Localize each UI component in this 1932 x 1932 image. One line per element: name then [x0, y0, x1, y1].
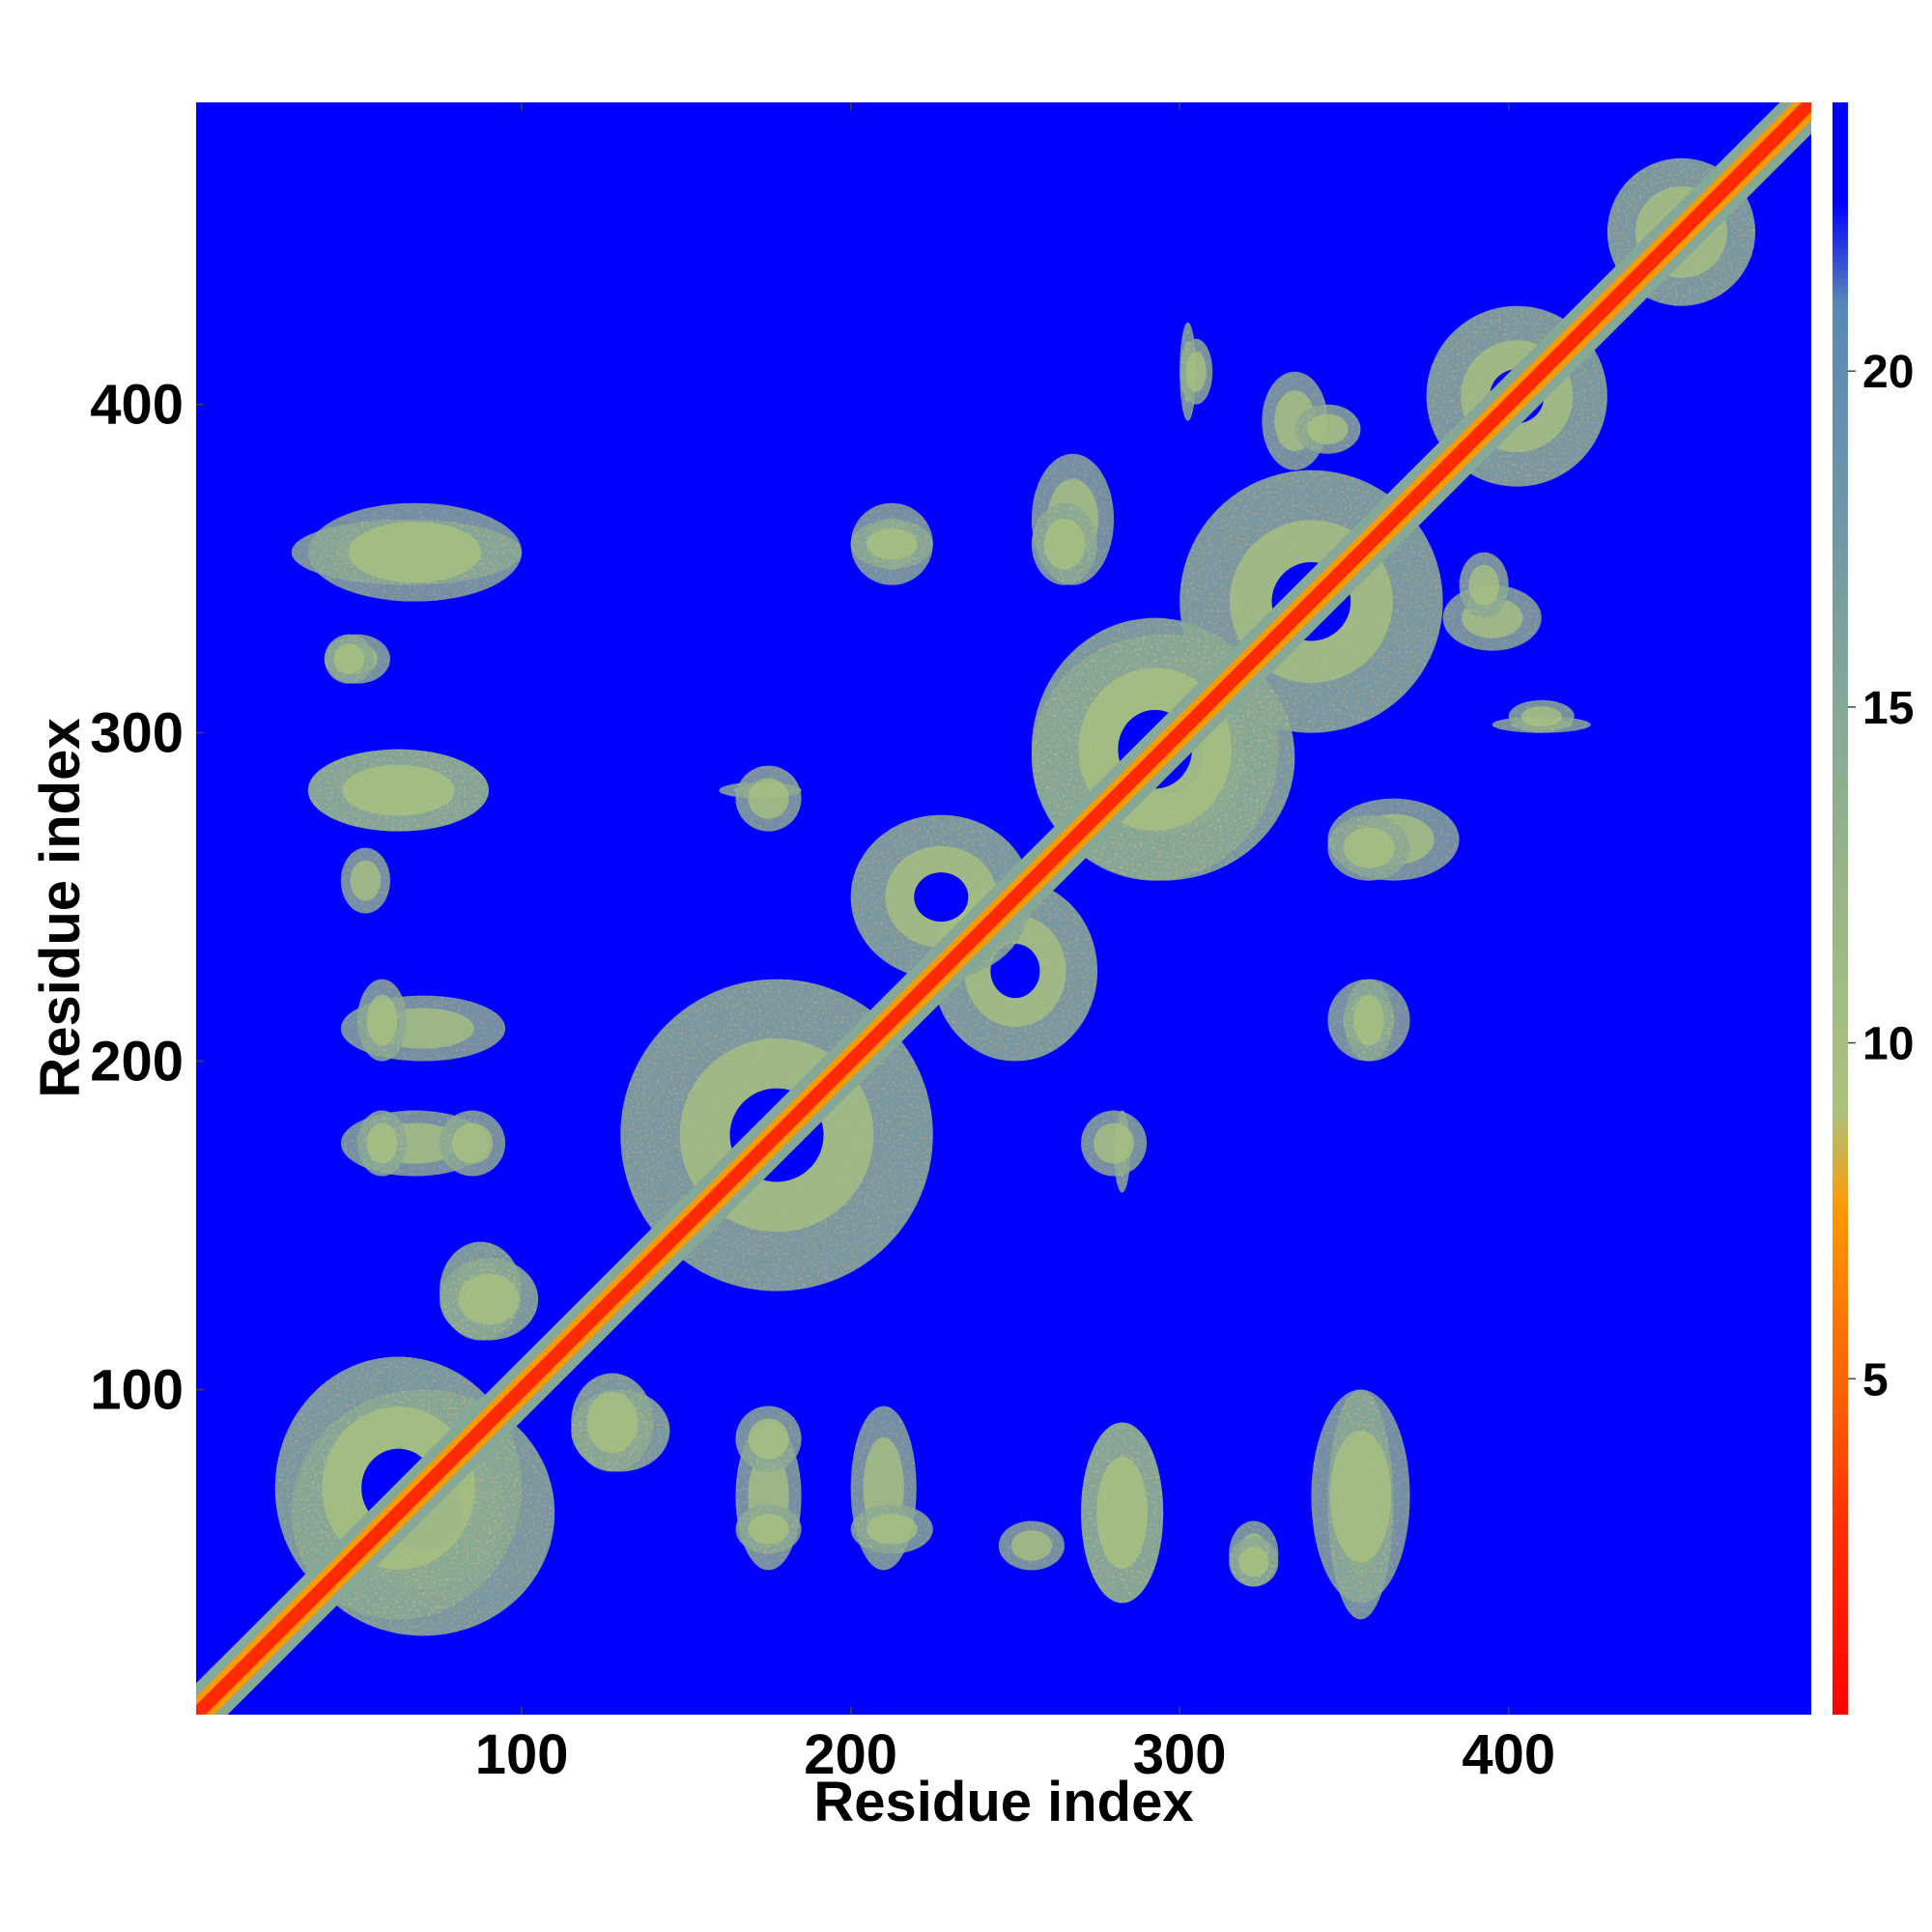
colorbar-tick-label: 20: [1862, 347, 1914, 398]
colorbar-tick-label: 15: [1862, 683, 1914, 734]
contact-region-2-b: [439, 1258, 539, 1341]
contact-region-20-a: [1311, 1389, 1410, 1604]
y-axis-ticks: 100 200 300 400: [90, 374, 204, 1421]
contact-region-25-a: [1179, 338, 1213, 405]
region-core: [1329, 1430, 1392, 1563]
y-axis-label: Residue index: [29, 718, 92, 1097]
region-core: [748, 1418, 789, 1460]
y-tick-label: 300: [90, 702, 184, 765]
region-core: [1185, 351, 1207, 392]
region-core: [1043, 518, 1086, 570]
region-hole: [914, 872, 969, 923]
y-tick-label: 400: [90, 374, 184, 437]
region-core: [366, 994, 398, 1046]
colorbar: [1833, 102, 1848, 1715]
region-core: [1520, 706, 1562, 727]
region-core: [1307, 413, 1349, 445]
region-core: [1093, 1122, 1135, 1164]
contact-region-2-a: [571, 1373, 654, 1472]
contact-region-30-a: [1081, 1110, 1148, 1177]
contact-region-17-b: [356, 979, 407, 1062]
x-axis-label: Residue index: [813, 1771, 1193, 1833]
region-core: [1010, 1530, 1053, 1561]
contact-region-27-a: [850, 519, 933, 569]
region-core: [366, 1122, 398, 1164]
region-core: [866, 1514, 918, 1545]
region-core: [748, 1514, 789, 1545]
contact-region-20-b: [307, 502, 523, 602]
region-core: [586, 1391, 639, 1454]
x-tick-label: 200: [804, 1723, 897, 1786]
region-core: [350, 860, 382, 901]
y-tick-label: 200: [90, 1031, 184, 1094]
x-tick-label: 400: [1462, 1723, 1555, 1786]
region-core: [458, 1273, 520, 1325]
contact-region-30-b: [735, 765, 802, 832]
colorbar-tick-label: 5: [1862, 1354, 1889, 1406]
contact-region-12-a: [340, 847, 390, 914]
colorbar-ticks: 5 10 15 20: [1848, 347, 1914, 1406]
contact-region-16-a: [735, 1504, 802, 1554]
region-core: [1096, 1456, 1148, 1569]
region-core: [342, 764, 455, 816]
contact-region-26-b: [1459, 552, 1509, 618]
contact-region-25-b: [1508, 699, 1575, 733]
contact-region-19-b: [324, 634, 374, 684]
diagonal-core: [196, 102, 1811, 1715]
x-tick-label: 300: [1133, 1723, 1227, 1786]
contact-region-16-b: [356, 1110, 407, 1177]
contact-region-15-b: [439, 1110, 506, 1177]
region-core: [1343, 827, 1395, 868]
contact-region-12-b: [998, 1520, 1065, 1571]
contact-region-19-a: [1229, 1537, 1279, 1587]
contact-region-15-a: [735, 1406, 802, 1472]
region-core: [333, 643, 365, 674]
contact-region-17-a: [850, 1504, 933, 1554]
contact-region-18-b: [307, 749, 490, 832]
colorbar-tick-label: 10: [1862, 1019, 1914, 1070]
x-tick-label: 100: [475, 1723, 569, 1786]
region-core: [1237, 1547, 1269, 1577]
x-axis-ticks: 100 200 300 400: [475, 102, 1555, 1786]
contact-region-28-a: [1031, 502, 1098, 585]
region-hole: [990, 944, 1040, 999]
region-core: [866, 528, 918, 559]
region-core: [1468, 564, 1500, 606]
contact-region-18-a: [1081, 1422, 1164, 1604]
diagonal-band: [196, 102, 1811, 1715]
region-core: [748, 778, 789, 819]
region-core: [1353, 994, 1384, 1046]
y-tick-label: 100: [90, 1358, 184, 1421]
region-core: [348, 522, 482, 583]
contact-region-28-b: [1327, 814, 1410, 881]
region-core: [451, 1122, 494, 1164]
contact-region-26-a: [1294, 404, 1361, 454]
contact-region-27-b: [1344, 979, 1394, 1062]
